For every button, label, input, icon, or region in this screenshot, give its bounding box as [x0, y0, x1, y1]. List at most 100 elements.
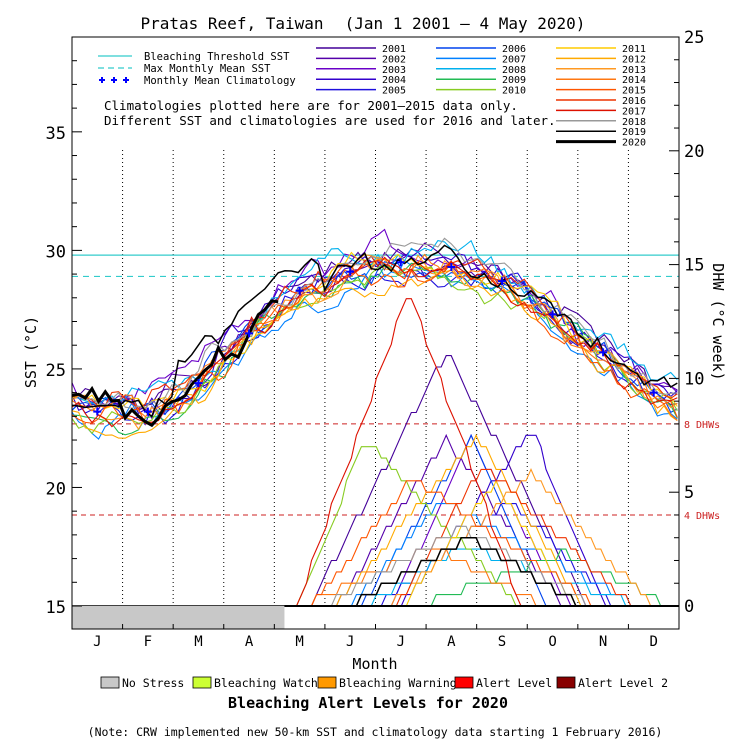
y-axis-label-left: SST (°C) — [22, 316, 40, 388]
year-legend-2014: 2014 — [556, 75, 646, 86]
year-legend-label: 2003 — [382, 65, 406, 76]
year-legend-2020: 2020 — [556, 138, 646, 149]
year-legend-2019: 2019 — [556, 127, 646, 138]
note-line-2: Different SST and climatologies are used… — [104, 113, 556, 128]
x-tick-label: J — [397, 634, 405, 650]
year-legend-label: 2008 — [502, 65, 526, 76]
y-tick-label-right: 10 — [684, 369, 704, 389]
sst-line-2009 — [71, 262, 678, 436]
year-legend-2002: 2002 — [316, 54, 406, 65]
climatology-marker — [447, 262, 456, 271]
year-legend-label: 2013 — [622, 65, 646, 76]
climatology-marker — [194, 379, 203, 388]
year-legend-2010: 2010 — [436, 86, 526, 97]
year-legend-2012: 2012 — [556, 54, 646, 65]
sst-line-2019 — [71, 244, 678, 418]
year-legend-label: 2005 — [382, 86, 406, 97]
alert-level-swatch: Alert Level 1 — [454, 676, 566, 690]
climatology-markers — [93, 258, 658, 416]
alert-level-swatch: No Stress — [100, 676, 184, 690]
year-legend-label: 2007 — [502, 54, 526, 65]
alert-level-label: Alert Level 1 — [476, 676, 566, 690]
year-legend-2011: 2011 — [556, 44, 646, 55]
year-legend-2003: 2003 — [316, 65, 406, 76]
alert-level-label: Bleaching Warning — [339, 676, 457, 690]
y-tick-label-left: 30 — [46, 242, 66, 262]
year-legend-2015: 2015 — [556, 86, 646, 97]
y-tick-label-right: 5 — [684, 483, 694, 503]
year-legend-label: 2017 — [622, 106, 646, 117]
year-legend-2006: 2006 — [436, 44, 526, 55]
alert-level-swatch: Alert Level 2 — [556, 676, 668, 690]
year-legend-label: 2011 — [622, 44, 646, 55]
year-legend-label: 2010 — [502, 86, 526, 97]
legend-entry: Bleaching Threshold SST — [98, 51, 290, 63]
year-legend-label: 2019 — [622, 127, 646, 138]
y-tick-label-right: 15 — [684, 256, 704, 276]
year-legend-2004: 2004 — [316, 75, 406, 86]
alert-level-swatch: Bleaching Warning — [317, 676, 457, 690]
legend-label: Max Monthly Mean SST — [144, 63, 271, 75]
year-legend-label: 2014 — [622, 75, 646, 86]
year-legend-label: 2015 — [622, 86, 646, 97]
year-legend-2018: 2018 — [556, 117, 646, 128]
year-legend-label: 2009 — [502, 75, 526, 86]
x-tick-label: S — [498, 634, 506, 650]
y-axis-label-right: DHW (°C week) — [709, 263, 727, 380]
footnote: (Note: CRW implemented new 50-km SST and… — [88, 725, 663, 739]
climatology-marker — [497, 277, 506, 286]
year-legend-2017: 2017 — [556, 106, 646, 117]
x-axis-label: Month — [352, 655, 397, 673]
legend-label: Bleaching Threshold SST — [144, 51, 290, 63]
x-tick-label: M — [295, 634, 303, 650]
y-tick-label-left: 25 — [46, 361, 66, 381]
year-legend-label: 2016 — [622, 96, 646, 107]
year-legend-label: 2004 — [382, 75, 406, 86]
legend-entry: Max Monthly Mean SST — [98, 63, 271, 75]
sst-line-2003 — [71, 228, 678, 406]
legend-label: Monthly Mean Climatology — [144, 75, 296, 87]
x-tick-label: M — [194, 634, 202, 650]
axes: 15 20 25 30 35 0 5 10 15 20 25 J F M A M J J A S O N D — [46, 28, 705, 650]
y-tick-label-right: 0 — [684, 597, 694, 617]
year-legend-label: 2002 — [382, 54, 406, 65]
climatology-marker — [649, 388, 658, 397]
note-line-1: Climatologies plotted here are for 2001–… — [104, 98, 518, 113]
climatology-marker — [245, 329, 254, 338]
alert-level-label: No Stress — [122, 676, 184, 690]
y-tick-label-right: 25 — [684, 28, 704, 48]
climatology-marker — [548, 310, 557, 319]
year-legend-label: 2006 — [502, 44, 526, 55]
dhw-level-label: 8 DHWs — [684, 420, 720, 431]
alert-legend-title: Bleaching Alert Levels for 2020 — [228, 694, 508, 712]
y-tick-label-left: 20 — [46, 479, 66, 499]
year-legend-2016: 2016 — [556, 96, 646, 107]
dhw-level-label: 4 DHWs — [684, 511, 720, 522]
alert-level-swatch: Bleaching Watch — [192, 676, 318, 690]
x-tick-label: O — [548, 634, 556, 650]
y-tick-label-left: 35 — [46, 124, 66, 144]
alert-level-label: Bleaching Watch — [214, 676, 318, 690]
sst-line-2008 — [71, 239, 678, 407]
year-legend-label: 2018 — [622, 117, 646, 128]
x-tick-label: A — [245, 634, 254, 650]
sst-line-2018 — [71, 237, 678, 409]
x-tick-label: F — [144, 634, 152, 650]
x-tick-label: N — [599, 634, 607, 650]
x-tick-label: D — [649, 634, 657, 650]
climatology-marker — [143, 407, 152, 416]
sst-line-2017 — [71, 255, 678, 428]
year-legend-label: 2001 — [382, 44, 406, 55]
alert-bar-no-stress — [72, 606, 285, 629]
chart-title: Pratas Reef, Taiwan — [140, 14, 323, 33]
year-legend-2009: 2009 — [436, 75, 526, 86]
y-tick-label-left: 15 — [46, 598, 66, 618]
y-tick-label-right: 20 — [684, 142, 704, 162]
x-tick-label: J — [93, 634, 101, 650]
sst-line-2020 — [71, 299, 279, 428]
climatology-marker — [346, 267, 355, 276]
alert-bar — [72, 605, 679, 629]
year-legend-2008: 2008 — [436, 65, 526, 76]
